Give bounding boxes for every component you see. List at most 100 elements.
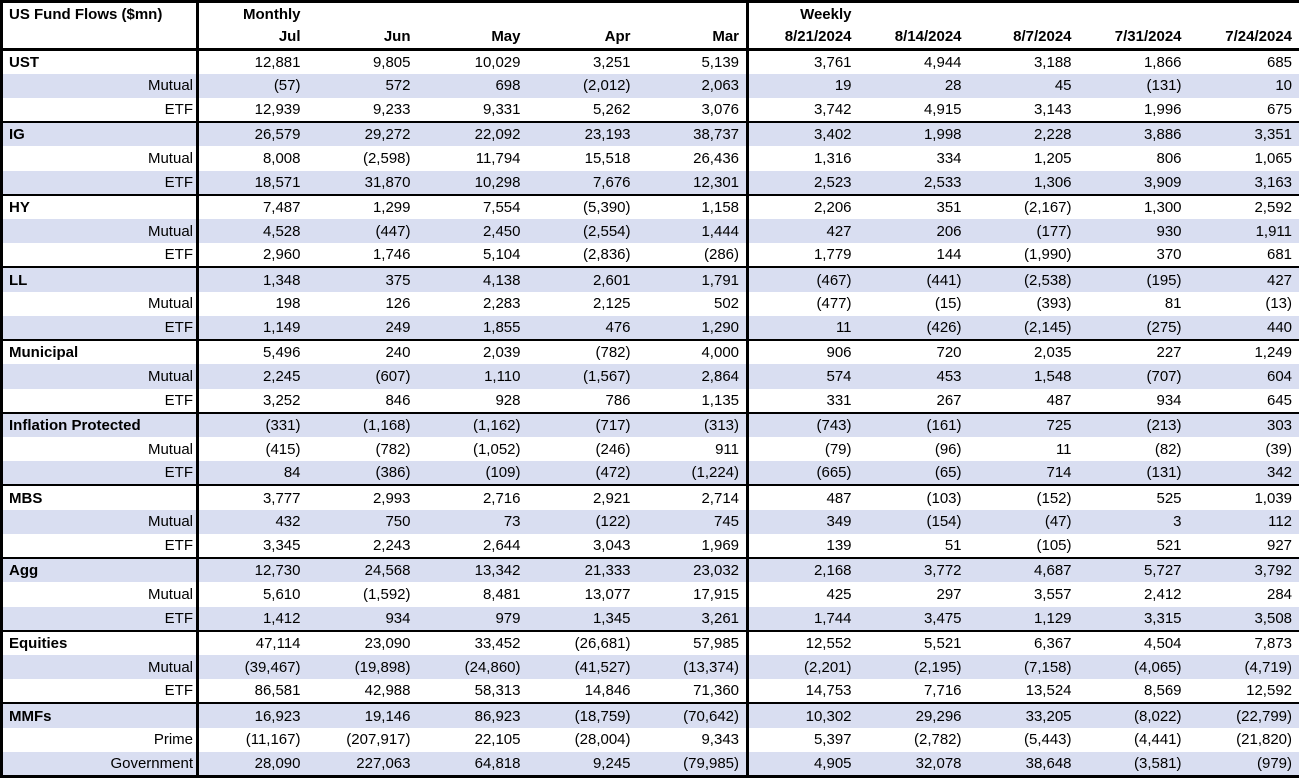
monthly-value-cell: 13,342 [417,557,528,583]
sub-row: Mutual (57) 572 698 (2,012) 2,063 19 28 45 (131) 1… [1,73,1299,98]
monthly-value-cell: 786 [605,391,631,409]
weekly-value-cell: 685 [1188,48,1299,74]
sub-row-label: Mutual [1,364,199,389]
monthly-value-cell: (13,374) [637,654,750,680]
monthly-value-cell: 84 [283,464,301,482]
monthly-value-cell: (39,467) [244,658,301,676]
weekly-value-cell: 19 [834,77,852,95]
sub-row-label: Government [1,751,199,777]
weekly-value-cell: 1,249 [1188,339,1299,365]
weekly-value-cell: 2,533 [923,173,962,191]
sub-row: Mutual 5,610 (1,592) 8,481 13,077 17,915 425 29… [1,582,1299,607]
monthly-value-cell: 750 [385,513,411,531]
monthly-value-cell: (1,052) [472,440,521,458]
monthly-value-cell: 745 [637,509,750,534]
section-row: MBS 3,777 2,993 2,716 2,921 2,714 487 (103) (152… [1,484,1299,510]
weekly-value-cell: 675 [1266,101,1293,119]
weekly-value-cell: 3,909 [1143,173,1182,191]
monthly-value-cell: (19,898) [354,658,411,676]
monthly-value-cell: 2,283 [482,295,521,313]
monthly-value-cell: (1,592) [362,585,411,603]
sub-row-label: ETF [1,388,199,413]
weekly-value-cell: 525 [1078,484,1189,510]
monthly-value-cell: 7,676 [592,173,631,191]
sub-row-label: Mutual [1,219,199,244]
monthly-value-cell: 502 [637,291,750,316]
header-spacer [859,2,1299,26]
monthly-value-cell: 1,290 [637,315,750,341]
weekly-group-label: Weekly [800,5,852,23]
sub-row-label: ETF [1,315,199,341]
weekly-value-cell: (707) [1146,367,1182,385]
monthly-value-cell: (717) [527,411,638,437]
monthly-value-cell: 47,114 [197,629,308,655]
monthly-value-cell: 8,008 [262,149,301,167]
sub-row-label: Mutual [1,73,199,98]
monthly-column-header: Apr [604,28,631,46]
monthly-value-cell: 10,029 [417,48,528,74]
weekly-value-cell: 1,306 [1033,173,1072,191]
weekly-value-cell: 2,206 [747,193,859,220]
weekly-value-cell: 12,592 [1246,682,1293,700]
monthly-value-cell: 13,077 [584,585,631,603]
table-header: US Fund Flows ($mn) Monthly Weekly Jul Ju… [1,1,1299,50]
weekly-value-cell: (103) [858,484,969,510]
sub-row-label: Mutual [1,146,199,171]
weekly-value-cell: (131) [1146,464,1182,482]
weekly-value-cell: 4,504 [1078,629,1189,655]
sub-row: ETF 3,252 846 928 786 1,135 331 267 487 934 645 [1,388,1299,413]
sub-row: ETF 18,571 31,870 10,298 7,676 12,301 2,523 2,5… [1,170,1299,195]
sub-row: ETF 1,412 934 979 1,345 3,261 1,744 3,475 1,129 3… [1,606,1299,631]
monthly-value-cell: 2,063 [637,73,750,98]
weekly-value-cell: 930 [1156,222,1182,240]
monthly-value-cell: 12,730 [197,557,308,583]
section-label: LL [1,266,199,292]
section-label: Municipal [1,339,199,365]
weekly-value-cell: (4,065) [1133,658,1182,676]
monthly-value-cell: 23,090 [307,629,418,655]
weekly-value-cell: 1,911 [1255,222,1293,240]
weekly-value-cell: 906 [747,339,859,365]
weekly-value-cell: (96) [934,440,962,458]
monthly-value-cell: 198 [275,295,301,313]
monthly-value-cell: (472) [595,464,631,482]
weekly-value-cell: 487 [747,484,859,510]
weekly-value-cell: 3,886 [1078,121,1189,147]
monthly-value-cell: 3,261 [637,606,750,631]
monthly-value-cell: (246) [595,440,631,458]
monthly-value-cell: 3,345 [262,536,301,554]
weekly-value-cell: (2,145) [1023,319,1072,337]
weekly-column-header: 7/24/2024 [1225,28,1293,46]
monthly-value-cell: 2,450 [482,222,521,240]
weekly-value-cell: 206 [936,222,962,240]
monthly-value-cell: 23,193 [527,121,638,147]
monthly-value-cell: (782) [527,339,638,365]
monthly-value-cell: (79,985) [637,751,750,777]
monthly-value-cell: 17,915 [637,582,750,607]
monthly-value-cell: (313) [637,411,750,437]
monthly-value-cell: 10,298 [474,173,521,191]
monthly-value-cell: 26,579 [197,121,308,147]
sub-row-label: ETF [1,170,199,195]
monthly-value-cell: (122) [595,513,631,531]
monthly-value-cell: 26,436 [637,146,750,171]
monthly-value-cell: 8,481 [482,585,521,603]
weekly-value-cell: 1,744 [813,609,852,627]
monthly-value-cell: 2,125 [592,295,631,313]
monthly-value-cell: 7,554 [417,193,528,220]
section-label: MMFs [1,702,199,728]
sub-row-label: Prime [1,727,199,752]
weekly-value-cell: 144 [936,246,962,264]
weekly-value-cell: (65) [934,464,962,482]
monthly-column-header: Mar [637,25,750,50]
group-header-row: US Fund Flows ($mn) Monthly Weekly [1,1,1299,50]
sub-row: Mutual (39,467) (19,898) (24,860) (41,527) (1… [1,654,1299,680]
monthly-value-cell: 12,301 [637,170,750,195]
weekly-value-cell: 51 [944,536,962,554]
monthly-value-cell: 1,969 [637,533,750,559]
section-row: Equities 47,114 23,090 33,452 (26,681) 57,985… [1,629,1299,655]
monthly-value-cell: 3,076 [637,97,750,123]
monthly-value-cell: (331) [197,411,308,437]
weekly-value-cell: (105) [1036,536,1072,554]
weekly-value-cell: (2,201) [803,658,852,676]
